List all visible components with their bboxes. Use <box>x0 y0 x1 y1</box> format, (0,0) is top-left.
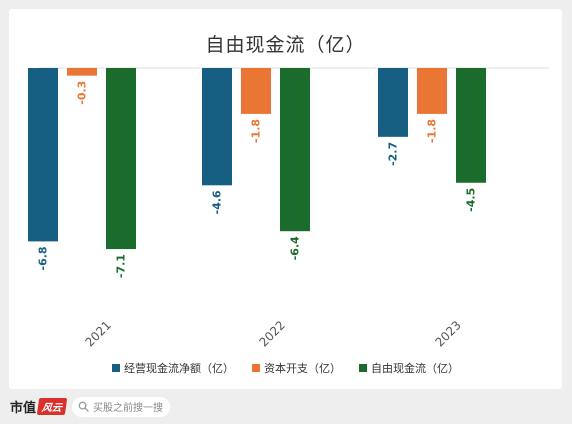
chart-card: 自由现金流（亿） -6.8 -0.3 -7.1 2021 -4.6 -1.8 -6.4 202… <box>9 9 562 389</box>
data-label-2022-series-1: -1.8 <box>250 119 263 143</box>
bar-2021-series-2 <box>106 68 136 250</box>
brand-logo: 市值 风云 <box>10 397 68 416</box>
brand-text: 市值 <box>10 401 37 416</box>
bar-2021-series-1 <box>67 68 97 76</box>
chart-title: 自由现金流（亿） <box>205 34 366 56</box>
bar-2022-series-2 <box>280 68 310 232</box>
data-label-2021-series-0: -6.8 <box>37 246 50 270</box>
legend-swatch-1 <box>252 364 260 372</box>
x-tick-label-2022: 2022 <box>256 318 287 349</box>
legend-swatch-2 <box>359 364 367 372</box>
data-label-2022-series-0: -4.6 <box>211 190 224 214</box>
search-icon <box>78 401 89 412</box>
legend-item-0[interactable]: 经营现金流净额（亿） <box>112 360 234 376</box>
brand-badge: 风云 <box>36 398 68 415</box>
footer-bar: 市值 风云 买股之前搜一搜 <box>0 389 572 424</box>
data-label-2023-series-2: -4.5 <box>465 188 478 212</box>
x-tick-label-2021: 2021 <box>82 318 113 349</box>
data-label-2021-series-1: -0.3 <box>76 81 89 105</box>
data-label-2023-series-1: -1.8 <box>426 119 439 143</box>
search-placeholder: 买股之前搜一搜 <box>93 403 164 414</box>
x-tick-label-2023: 2023 <box>432 318 463 349</box>
chart-legend: 经营现金流净额（亿） 资本开支（亿） 自由现金流（亿） <box>9 360 562 376</box>
bar-2023-series-1 <box>417 68 447 114</box>
search-box[interactable]: 买股之前搜一搜 <box>72 396 171 417</box>
legend-item-1[interactable]: 资本开支（亿） <box>252 360 341 376</box>
legend-swatch-0 <box>112 364 120 372</box>
bar-2022-series-0 <box>202 68 232 186</box>
bar-2021-series-0 <box>28 68 58 242</box>
data-label-2022-series-2: -6.4 <box>289 236 302 260</box>
bar-2023-series-0 <box>378 68 408 137</box>
data-label-2021-series-2: -7.1 <box>115 254 128 278</box>
legend-label-0: 经营现金流净额（亿） <box>124 362 234 375</box>
data-label-2023-series-0: -2.7 <box>387 142 400 166</box>
bar-2023-series-2 <box>456 68 486 183</box>
legend-label-2: 自由现金流（亿） <box>371 362 459 375</box>
legend-label-1: 资本开支（亿） <box>264 362 341 375</box>
legend-item-2[interactable]: 自由现金流（亿） <box>359 360 459 376</box>
bar-2022-series-1 <box>241 68 271 114</box>
bar-chart: -6.8 -0.3 -7.1 2021 -4.6 -1.8 -6.4 2022 -2.7 -1.8… <box>28 67 549 350</box>
